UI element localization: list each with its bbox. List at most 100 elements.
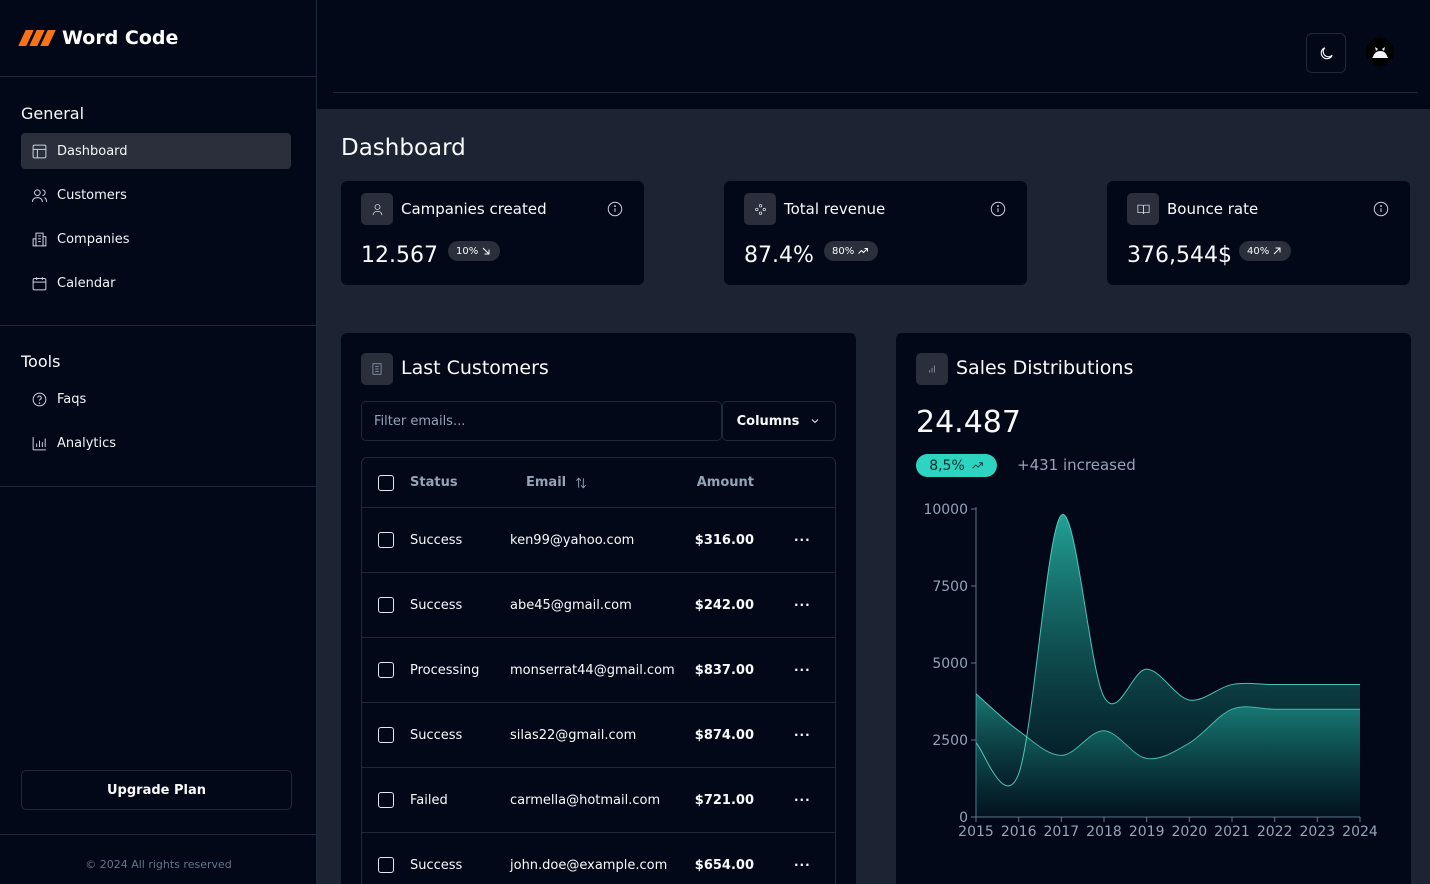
panel-title: Sales Distributions <box>956 357 1134 379</box>
sidebar-item-label: Dashboard <box>57 143 128 159</box>
divider <box>0 325 317 326</box>
cat-avatar-icon <box>1372 47 1388 58</box>
cell-email: monserrat44@gmail.com <box>510 662 675 678</box>
sales-distributions-panel: Sales Distributions 24.487 8,5% +431 inc… <box>896 333 1411 884</box>
increase-text: +431 increased <box>1017 456 1136 474</box>
cell-email: ken99@yahoo.com <box>510 532 635 548</box>
more-options-icon[interactable]: ··· <box>794 858 811 872</box>
y-tick-label: 7500 <box>932 579 968 595</box>
series-line-1 <box>975 514 1360 787</box>
cell-amount: $316.00 <box>694 532 754 548</box>
sidebar-item-label: Analytics <box>57 435 117 451</box>
more-options-icon[interactable]: ··· <box>794 663 811 677</box>
sidebar-item-label: Faqs <box>57 391 87 407</box>
divider <box>0 486 317 487</box>
tools-title: Tools <box>21 352 61 371</box>
table-row: Success abe45@gmail.com $242.00 ··· <box>362 573 835 638</box>
more-options-icon[interactable]: ··· <box>794 793 811 807</box>
last-customers-panel: Last Customers Columns Status Email Amou… <box>341 333 856 884</box>
badge-text: 80% <box>832 245 855 257</box>
chevron-down-icon <box>812 419 819 424</box>
sidebar-item-customers[interactable]: Customers <box>21 177 291 213</box>
brand-logo-icon <box>18 30 56 46</box>
x-tick-label: 2019 <box>1129 824 1165 840</box>
more-options-icon[interactable]: ··· <box>794 533 811 547</box>
x-tick-label: 2018 <box>1086 824 1122 840</box>
row-checkbox[interactable] <box>378 662 394 678</box>
row-checkbox[interactable] <box>378 857 394 873</box>
filter-emails-input[interactable] <box>361 401 722 441</box>
calendar-icon <box>32 276 47 290</box>
copyright: © 2024 All rights reserved <box>85 858 232 871</box>
table-row: Success john.doe@example.com $654.00 ··· <box>362 833 835 884</box>
stat-card-revenue: Total revenue 87.4% 80% <box>724 181 1027 285</box>
sidebar-item-faqs[interactable]: Faqs <box>21 381 292 417</box>
sidebar: Word Code General Dashboard Customers Co… <box>0 0 317 884</box>
more-options-icon[interactable]: ··· <box>794 598 811 612</box>
top-header <box>317 0 1430 109</box>
table-row: Processing monserrat44@gmail.com $837.00… <box>362 638 835 703</box>
row-checkbox[interactable] <box>378 792 394 808</box>
cell-amount: $721.00 <box>694 792 754 808</box>
growth-badge-text: 8,5% <box>929 457 965 474</box>
user-icon <box>361 193 393 225</box>
moon-icon <box>1320 46 1333 59</box>
sidebar-item-calendar[interactable]: Calendar <box>21 265 291 301</box>
brand[interactable]: Word Code <box>0 0 316 77</box>
row-checkbox[interactable] <box>378 597 394 613</box>
info-icon[interactable] <box>606 200 624 218</box>
row-checkbox[interactable] <box>378 532 394 548</box>
columns-button[interactable]: Columns <box>722 401 836 441</box>
help-circle-icon <box>32 392 47 406</box>
cell-email: abe45@gmail.com <box>510 597 632 613</box>
avatar[interactable] <box>1366 38 1394 66</box>
general-section: General Dashboard Customers Companies Ca… <box>0 105 316 301</box>
x-tick-label: 2016 <box>1001 824 1037 840</box>
stat-value: 12.567 <box>361 243 438 268</box>
layout-icon <box>32 144 47 158</box>
cell-status: Success <box>410 597 463 613</box>
theme-toggle-button[interactable] <box>1306 33 1346 73</box>
trending-up-icon <box>858 248 869 254</box>
sidebar-item-dashboard[interactable]: Dashboard <box>21 133 291 169</box>
cell-status: Success <box>410 857 463 873</box>
more-options-icon[interactable]: ··· <box>794 728 811 742</box>
x-tick-label: 2020 <box>1172 824 1208 840</box>
info-icon[interactable] <box>1372 200 1390 218</box>
stat-label: Total revenue <box>784 200 886 218</box>
x-tick-label: 2021 <box>1214 824 1250 840</box>
cell-status: Failed <box>410 792 448 808</box>
sparkle-icon <box>744 193 776 225</box>
cell-amount: $242.00 <box>694 597 754 613</box>
x-tick-label: 2015 <box>958 824 994 840</box>
row-checkbox[interactable] <box>378 727 394 743</box>
stat-card-bounce: Bounce rate 376,544$ 40% <box>1107 181 1410 285</box>
stat-label: Bounce rate <box>1167 200 1259 218</box>
trending-up-icon <box>972 462 983 469</box>
cell-email: silas22@gmail.com <box>510 727 637 743</box>
divider <box>0 834 317 835</box>
select-all-checkbox[interactable] <box>378 474 394 491</box>
y-tick-label: 10000 <box>923 502 968 518</box>
cell-email: john.doe@example.com <box>510 857 668 873</box>
series-area-1 <box>976 514 1360 817</box>
sales-area-chart: 0 2500 5000 7500 10000 2015 2016 2017 2018 2019 20… <box>923 502 1378 840</box>
stat-label: Campanies created <box>401 200 547 218</box>
header-email-sort[interactable]: Email <box>526 475 588 490</box>
sidebar-item-label: Companies <box>57 231 130 247</box>
x-tick-label: 2023 <box>1300 824 1336 840</box>
cell-status: Success <box>410 727 463 743</box>
sidebar-item-analytics[interactable]: Analytics <box>21 425 292 461</box>
sort-icon <box>576 477 587 488</box>
building-icon <box>32 232 47 246</box>
arrow-down-right-icon <box>482 247 490 255</box>
upgrade-plan-button[interactable]: Upgrade Plan <box>21 770 292 810</box>
sales-total: 24.487 <box>916 405 1021 440</box>
info-icon[interactable] <box>989 200 1007 218</box>
table-row: Success ken99@yahoo.com $316.00 ··· <box>362 508 835 573</box>
sidebar-item-companies[interactable]: Companies <box>21 221 291 257</box>
cell-amount: $654.00 <box>694 857 754 873</box>
x-tick-label: 2024 <box>1342 824 1378 840</box>
building-icon <box>361 353 393 385</box>
cell-amount: $837.00 <box>694 662 754 678</box>
